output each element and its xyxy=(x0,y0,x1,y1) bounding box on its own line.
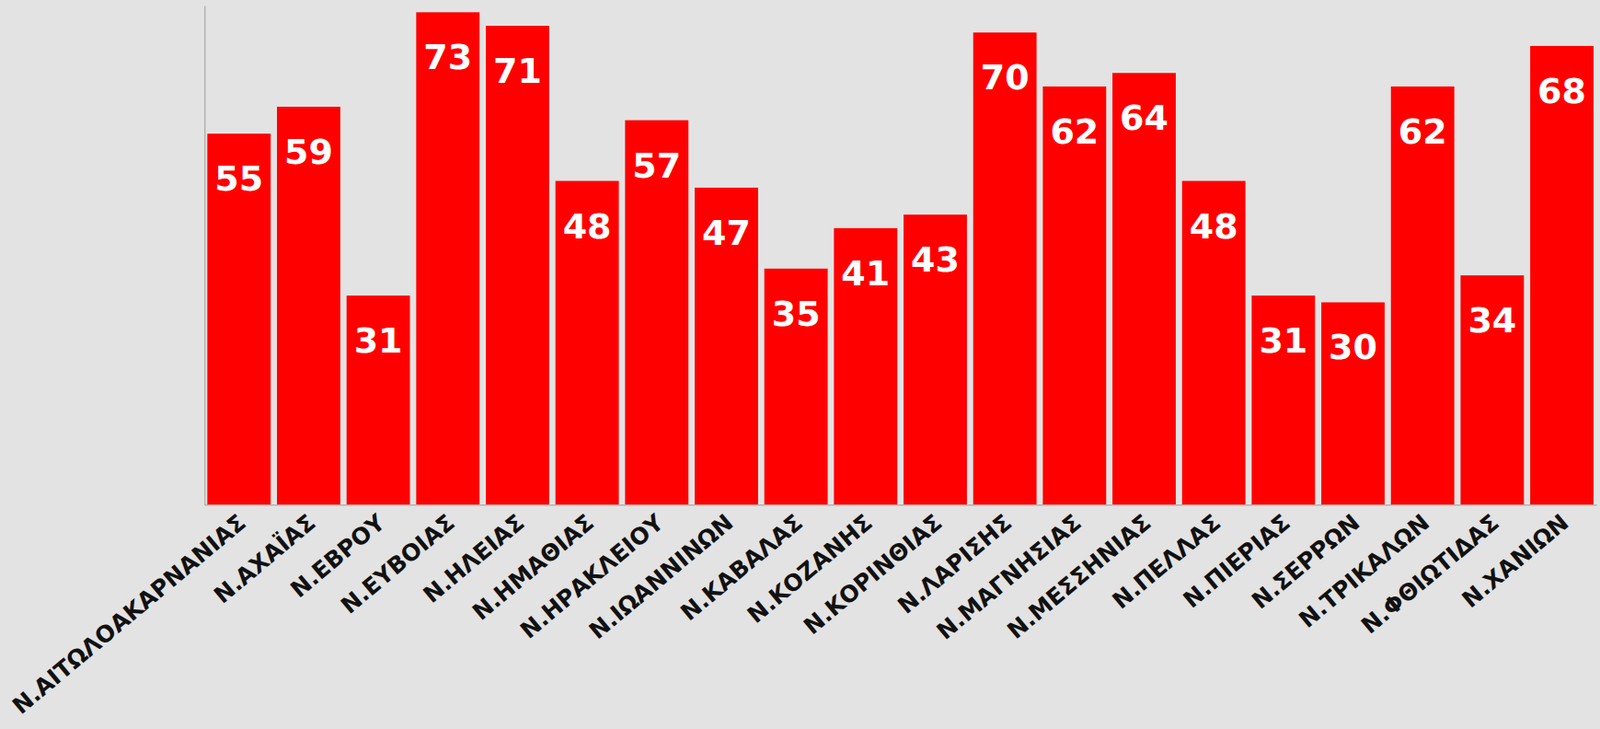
x-tick-label: Ν.ΧΑΝΙΩΝ xyxy=(1456,508,1574,613)
bar xyxy=(485,25,550,505)
data-label: 41 xyxy=(840,253,890,294)
y-axis xyxy=(204,6,206,506)
bar xyxy=(1182,181,1246,506)
bar xyxy=(624,120,689,506)
bar xyxy=(1112,72,1176,505)
bar xyxy=(346,295,411,505)
data-label: 59 xyxy=(284,131,334,173)
data-label: 68 xyxy=(1537,70,1587,112)
x-tick: Ν.ΧΑΝΙΩΝ xyxy=(1456,504,1574,613)
data-label: 55 xyxy=(214,158,264,199)
bar xyxy=(1460,275,1524,505)
data-label: 43 xyxy=(910,239,960,280)
x-tick: Ν.ΑΙΤΩΛΟΑΚΑΡΝΑΝΙΑΣ xyxy=(7,504,252,719)
data-label: 62 xyxy=(1398,111,1448,152)
bar xyxy=(555,181,620,506)
data-label: 71 xyxy=(493,50,542,92)
bar xyxy=(415,11,480,505)
bar xyxy=(276,106,341,505)
bar xyxy=(207,133,271,505)
background xyxy=(0,0,1600,729)
data-label: 48 xyxy=(1189,206,1239,247)
data-label: 64 xyxy=(1119,97,1169,139)
bar xyxy=(1042,86,1106,505)
data-label: 30 xyxy=(1328,326,1378,368)
x-tick-label: Ν.ΑΙΤΩΛΟΑΚΑΡΝΑΝΙΑΣ xyxy=(7,508,252,720)
bar xyxy=(973,32,1037,505)
data-label: 73 xyxy=(423,36,472,78)
chart: Ν.ΑΙΤΩΛΟΑΚΑΡΝΑΝΙΑΣΝ.ΑΧΑΪΑΣΝ.ΕΒΡΟΥΝ.ΕΥΒΟΙ… xyxy=(0,0,1600,729)
bar xyxy=(764,268,829,506)
data-label: 47 xyxy=(702,212,751,254)
bar xyxy=(1251,295,1315,505)
y-axis-line xyxy=(204,6,206,506)
data-label: 35 xyxy=(771,293,821,334)
bar xyxy=(1391,86,1455,505)
data-label: 48 xyxy=(563,206,612,247)
bars xyxy=(207,11,1594,505)
data-label: 31 xyxy=(354,320,403,361)
bar xyxy=(1321,301,1385,505)
data-labels: 55 59 31 73 71 48 57 47 35 41 43 70 62 64 48 31 30 62 34 68 xyxy=(214,36,1587,368)
bar xyxy=(903,214,967,505)
x-axis: Ν.ΑΙΤΩΛΟΑΚΑΡΝΑΝΙΑΣΝ.ΑΧΑΪΑΣΝ.ΕΒΡΟΥΝ.ΕΥΒΟΙ… xyxy=(7,504,1598,719)
data-label: 57 xyxy=(632,145,681,186)
bar xyxy=(833,228,898,505)
x-axis-line xyxy=(205,504,1598,506)
bar xyxy=(1530,46,1594,505)
data-label: 31 xyxy=(1258,320,1308,361)
data-label: 34 xyxy=(1467,299,1517,341)
data-label: 70 xyxy=(980,57,1030,98)
bar xyxy=(694,187,759,505)
data-label: 62 xyxy=(1049,111,1099,152)
